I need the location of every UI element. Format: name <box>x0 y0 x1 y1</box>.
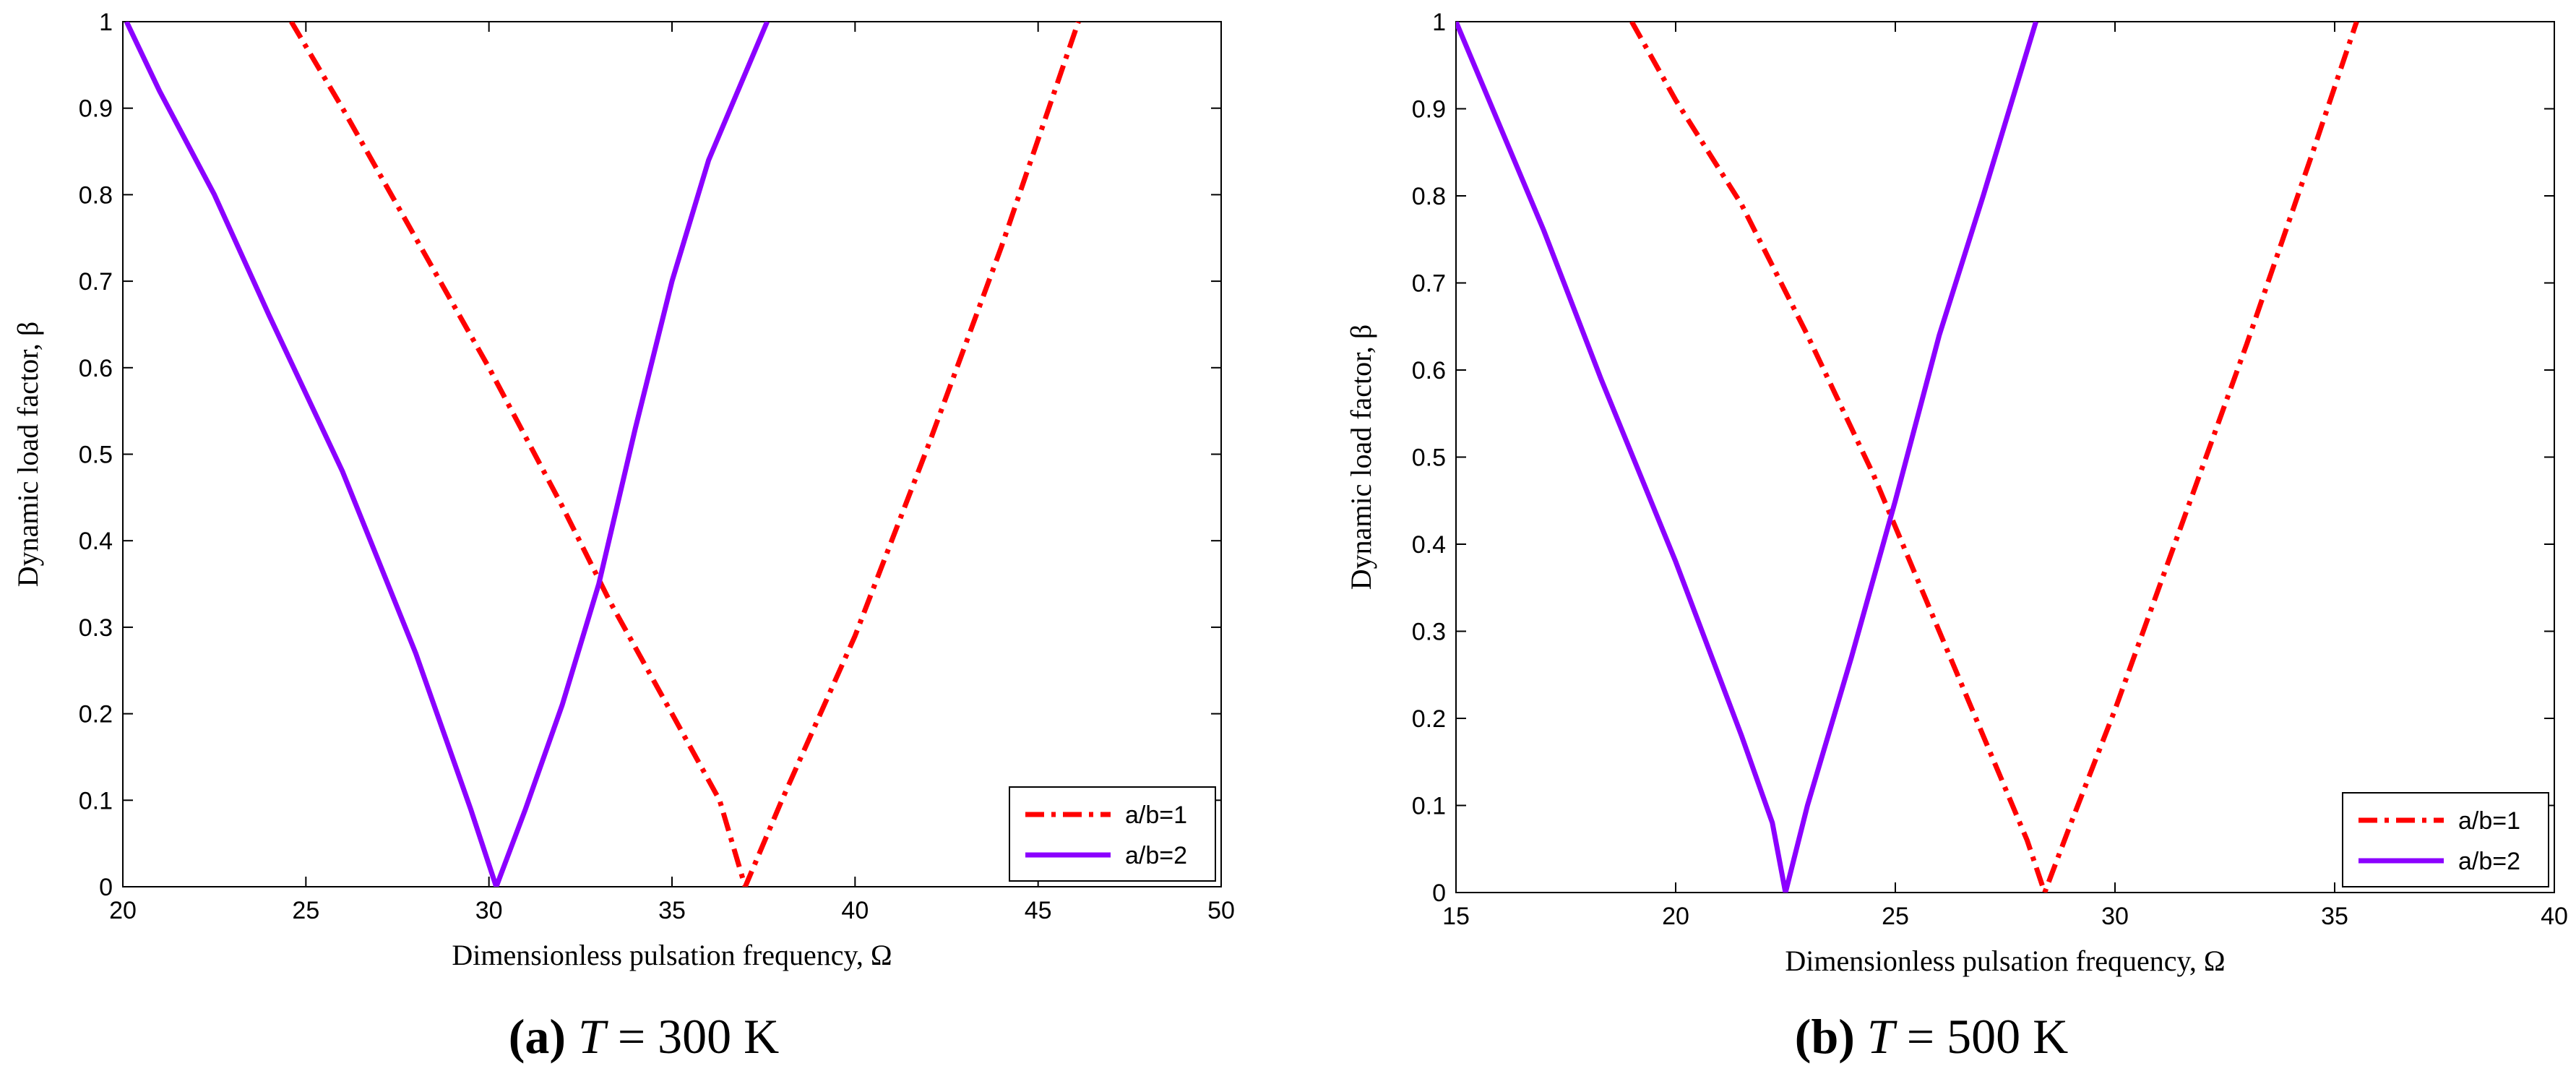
caption-b: (b) T = 500 K <box>1794 1009 2069 1064</box>
series-line-1 <box>1629 22 2359 893</box>
x-axis-label: Dimensionless pulsation frequency, Ω <box>452 939 892 971</box>
y-tick-label: 0.3 <box>79 614 113 642</box>
x-tick-label: 45 <box>1025 897 1052 924</box>
caption-a: (a) T = 300 K <box>508 1009 780 1064</box>
legend-label-1: a/b=1 <box>2458 807 2520 835</box>
y-tick-label: 0.6 <box>79 355 113 382</box>
y-tick-label: 0.7 <box>1412 270 1446 298</box>
y-tick-label: 1 <box>1432 9 1446 36</box>
x-tick-label: 35 <box>2321 903 2348 930</box>
x-tick-label: 40 <box>841 897 869 924</box>
x-tick-label: 35 <box>658 897 686 924</box>
series-line-1 <box>289 22 1081 887</box>
y-axis-label: Dynamic load factor, β <box>1345 324 1377 590</box>
y-axis-label: Dynamic load factor, β <box>12 322 44 588</box>
x-tick-label: 40 <box>2541 903 2568 930</box>
series-line-2 <box>1456 22 2038 893</box>
legend: a/b=1 a/b=2 <box>2342 792 2549 887</box>
y-tick-label: 0.5 <box>1412 444 1446 472</box>
y-tick-label: 0.1 <box>1412 793 1446 820</box>
y-tick-label: 1 <box>99 9 113 36</box>
chart-b: 15 20 25 30 35 40 0 0.1 0.2 0.3 0.4 0.5 0.6 0.7 0.8 0.9… <box>1345 9 2568 977</box>
y-tick-label: 0 <box>1432 880 1446 907</box>
plot-area <box>122 21 1222 887</box>
y-tick-label: 0.3 <box>1412 619 1446 646</box>
legend-label-1: a/b=1 <box>1125 801 1187 829</box>
legend-label-2: a/b=2 <box>2458 848 2520 875</box>
y-tick-label: 0.4 <box>79 528 113 555</box>
y-tick-label: 0.8 <box>1412 183 1446 210</box>
y-tick-label: 0.4 <box>1412 531 1446 559</box>
y-tick-label: 0.2 <box>1412 705 1446 733</box>
legend: a/b=1 a/b=2 <box>1009 786 1216 882</box>
x-tick-label: 30 <box>475 897 503 924</box>
x-axis-label: Dimensionless pulsation frequency, Ω <box>1785 945 2225 977</box>
y-tick-label: 0.7 <box>79 268 113 296</box>
plot-area <box>1455 21 2555 893</box>
chart-a: 20 25 30 35 40 45 50 0 0.1 0.2 0.3 0.4 0.5 0.6 0.7 0.8 0… <box>12 9 1235 971</box>
y-tick-label: 0.9 <box>1412 96 1446 124</box>
y-tick-label: 0.8 <box>79 181 113 209</box>
x-tick-label: 15 <box>1442 903 1470 930</box>
x-tick-label: 20 <box>1662 903 1689 930</box>
x-tick-label: 20 <box>109 897 137 924</box>
x-tick-label: 30 <box>2101 903 2129 930</box>
legend-box <box>2342 792 2549 887</box>
y-tick-label: 0.6 <box>1412 357 1446 384</box>
y-tick-label: 0.9 <box>79 95 113 123</box>
series-line-2 <box>124 22 770 887</box>
y-tick-label: 0.5 <box>79 442 113 469</box>
x-tick-label: 25 <box>1882 903 1909 930</box>
y-tick-label: 0.2 <box>79 701 113 728</box>
y-tick-label: 0 <box>99 874 113 901</box>
x-tick-label: 50 <box>1207 897 1235 924</box>
y-tick-label: 0.1 <box>79 787 113 814</box>
x-tick-label: 25 <box>292 897 319 924</box>
legend-label-2: a/b=2 <box>1125 842 1187 869</box>
legend-box <box>1009 786 1216 882</box>
